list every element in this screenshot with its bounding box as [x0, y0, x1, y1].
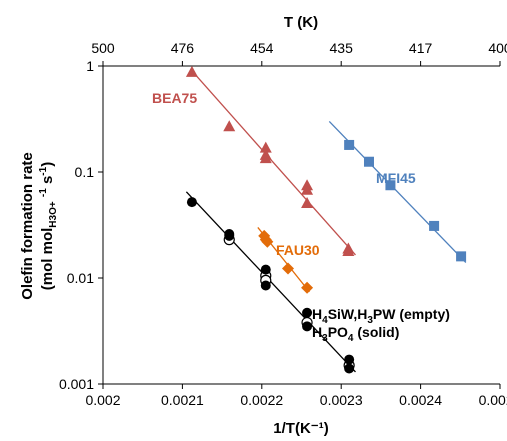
- label-bea75: BEA75: [152, 90, 197, 106]
- label-mfi45: MFI45: [376, 170, 416, 186]
- hpa-sub2: 3: [367, 315, 373, 326]
- top-tick-label: 400: [488, 40, 507, 56]
- fit-line: [191, 70, 356, 256]
- top-tick-label: 454: [250, 40, 274, 56]
- y2-sup1: -1: [38, 188, 49, 197]
- x-tick-label: 0.0022: [240, 392, 283, 408]
- y2-p4: s: [39, 176, 56, 189]
- x-axis-title: 1/T(K⁻¹): [273, 420, 328, 437]
- data-markers: [185, 65, 467, 374]
- y-tick-label: 0.001: [59, 376, 94, 392]
- hpa-p4: PW (empty): [373, 306, 450, 322]
- y-axis-title-line2: (mol molH3O+ -1 s-1): [38, 162, 59, 290]
- diamond-marker: [261, 235, 274, 248]
- hpa-p2: SiW,H: [328, 306, 368, 322]
- triangle-marker: [301, 196, 314, 208]
- circle-filled-marker: [260, 264, 271, 275]
- axis-ticks: 0.002 0.0021 0.0022 0.0023 0.0024 0.0025 500 47…: [59, 40, 507, 408]
- x-axis-title-text: 1/T(K⁻¹): [273, 420, 328, 437]
- plot-area: [102, 65, 500, 385]
- circle-filled-marker: [302, 321, 313, 332]
- y2-sub: H3O+: [48, 201, 59, 228]
- y-axis-title: Olefin formation rate (mol molH3O+ -1 s-…: [19, 152, 59, 300]
- square-marker: [429, 220, 440, 231]
- triangle-marker: [342, 244, 355, 256]
- circle-filled-marker: [344, 363, 355, 374]
- circle-filled-marker: [186, 197, 197, 208]
- h3po4-sub1: 3: [322, 333, 328, 344]
- triangle-marker: [301, 183, 314, 195]
- fit-lines: [185, 70, 467, 373]
- square-marker: [456, 251, 467, 262]
- circle-filled-marker: [224, 230, 235, 241]
- y-tick-label: 0.1: [75, 164, 95, 180]
- circle-filled-marker: [260, 280, 271, 291]
- top-axis-title: T (K): [284, 14, 318, 31]
- top-tick-label: 476: [171, 40, 195, 56]
- x-tick-label: 0.0021: [161, 392, 204, 408]
- circle-filled-marker: [344, 354, 355, 365]
- diamond-marker: [301, 281, 314, 294]
- top-tick-label: 500: [91, 40, 115, 56]
- h3po4-p0: H: [312, 324, 322, 340]
- y2-p6: ): [39, 162, 56, 167]
- h3po4-p2: PO: [328, 324, 348, 340]
- triangle-marker: [185, 65, 198, 77]
- hpa-p0: H: [312, 306, 322, 322]
- square-marker: [344, 139, 355, 150]
- circle-filled-marker: [302, 307, 313, 318]
- label-fau30: FAU30: [276, 242, 320, 258]
- y-axis-title-line1: Olefin formation rate: [19, 152, 36, 300]
- top-tick-label: 417: [409, 40, 433, 56]
- x-tick-label: 0.0025: [479, 392, 507, 408]
- label-h3po4: H3PO4 (solid): [312, 324, 399, 344]
- y2-p0: (mol mol: [39, 228, 56, 291]
- diamond-marker: [282, 262, 295, 275]
- label-hpa: H4SiW,H3PW (empty): [312, 306, 450, 326]
- x-tick-label: 0.0023: [320, 392, 363, 408]
- triangle-marker: [259, 152, 272, 164]
- triangle-marker: [223, 120, 236, 132]
- h3po4-sub2: 4: [348, 333, 354, 344]
- y2-sup2: -1: [38, 166, 49, 175]
- triangle-marker: [259, 141, 272, 153]
- x-tick-label: 0.0024: [399, 392, 442, 408]
- top-tick-label: 435: [330, 40, 354, 56]
- y-tick-label: 0.01: [67, 270, 94, 286]
- square-marker: [385, 180, 396, 191]
- square-marker: [363, 156, 374, 167]
- h3po4-p4: (solid): [353, 324, 399, 340]
- y-tick-label: 1: [86, 58, 94, 74]
- hpa-sub1: 4: [322, 315, 328, 326]
- x-tick-label: 0.002: [85, 392, 120, 408]
